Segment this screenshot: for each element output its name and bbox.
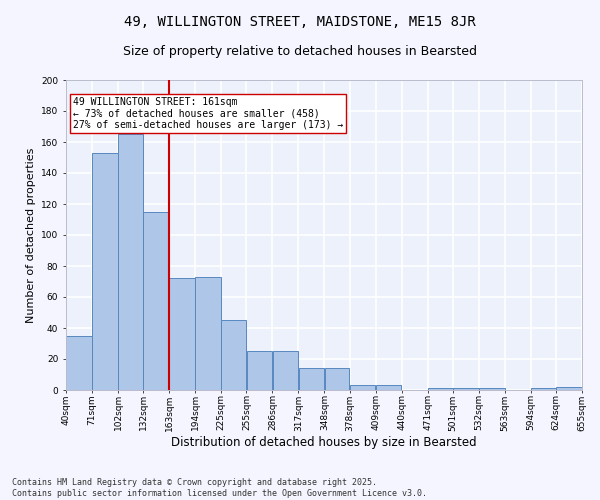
Bar	[221, 320, 246, 390]
Bar	[247, 351, 272, 390]
Bar	[325, 368, 349, 390]
Text: Size of property relative to detached houses in Bearsted: Size of property relative to detached ho…	[123, 45, 477, 58]
Bar	[556, 387, 582, 390]
Y-axis label: Number of detached properties: Number of detached properties	[26, 148, 35, 322]
Bar	[143, 212, 169, 390]
Bar	[92, 153, 118, 390]
Bar	[428, 388, 452, 390]
Bar	[479, 388, 505, 390]
Bar	[453, 388, 479, 390]
Bar	[376, 386, 401, 390]
Bar	[118, 134, 143, 390]
Bar	[272, 351, 298, 390]
Bar	[299, 368, 324, 390]
Text: Contains HM Land Registry data © Crown copyright and database right 2025.
Contai: Contains HM Land Registry data © Crown c…	[12, 478, 427, 498]
Bar	[169, 278, 195, 390]
Text: 49 WILLINGTON STREET: 161sqm
← 73% of detached houses are smaller (458)
27% of s: 49 WILLINGTON STREET: 161sqm ← 73% of de…	[73, 97, 343, 130]
Bar	[531, 388, 556, 390]
X-axis label: Distribution of detached houses by size in Bearsted: Distribution of detached houses by size …	[171, 436, 477, 449]
Bar	[66, 336, 92, 390]
Bar	[350, 386, 376, 390]
Bar	[196, 277, 221, 390]
Text: 49, WILLINGTON STREET, MAIDSTONE, ME15 8JR: 49, WILLINGTON STREET, MAIDSTONE, ME15 8…	[124, 15, 476, 29]
